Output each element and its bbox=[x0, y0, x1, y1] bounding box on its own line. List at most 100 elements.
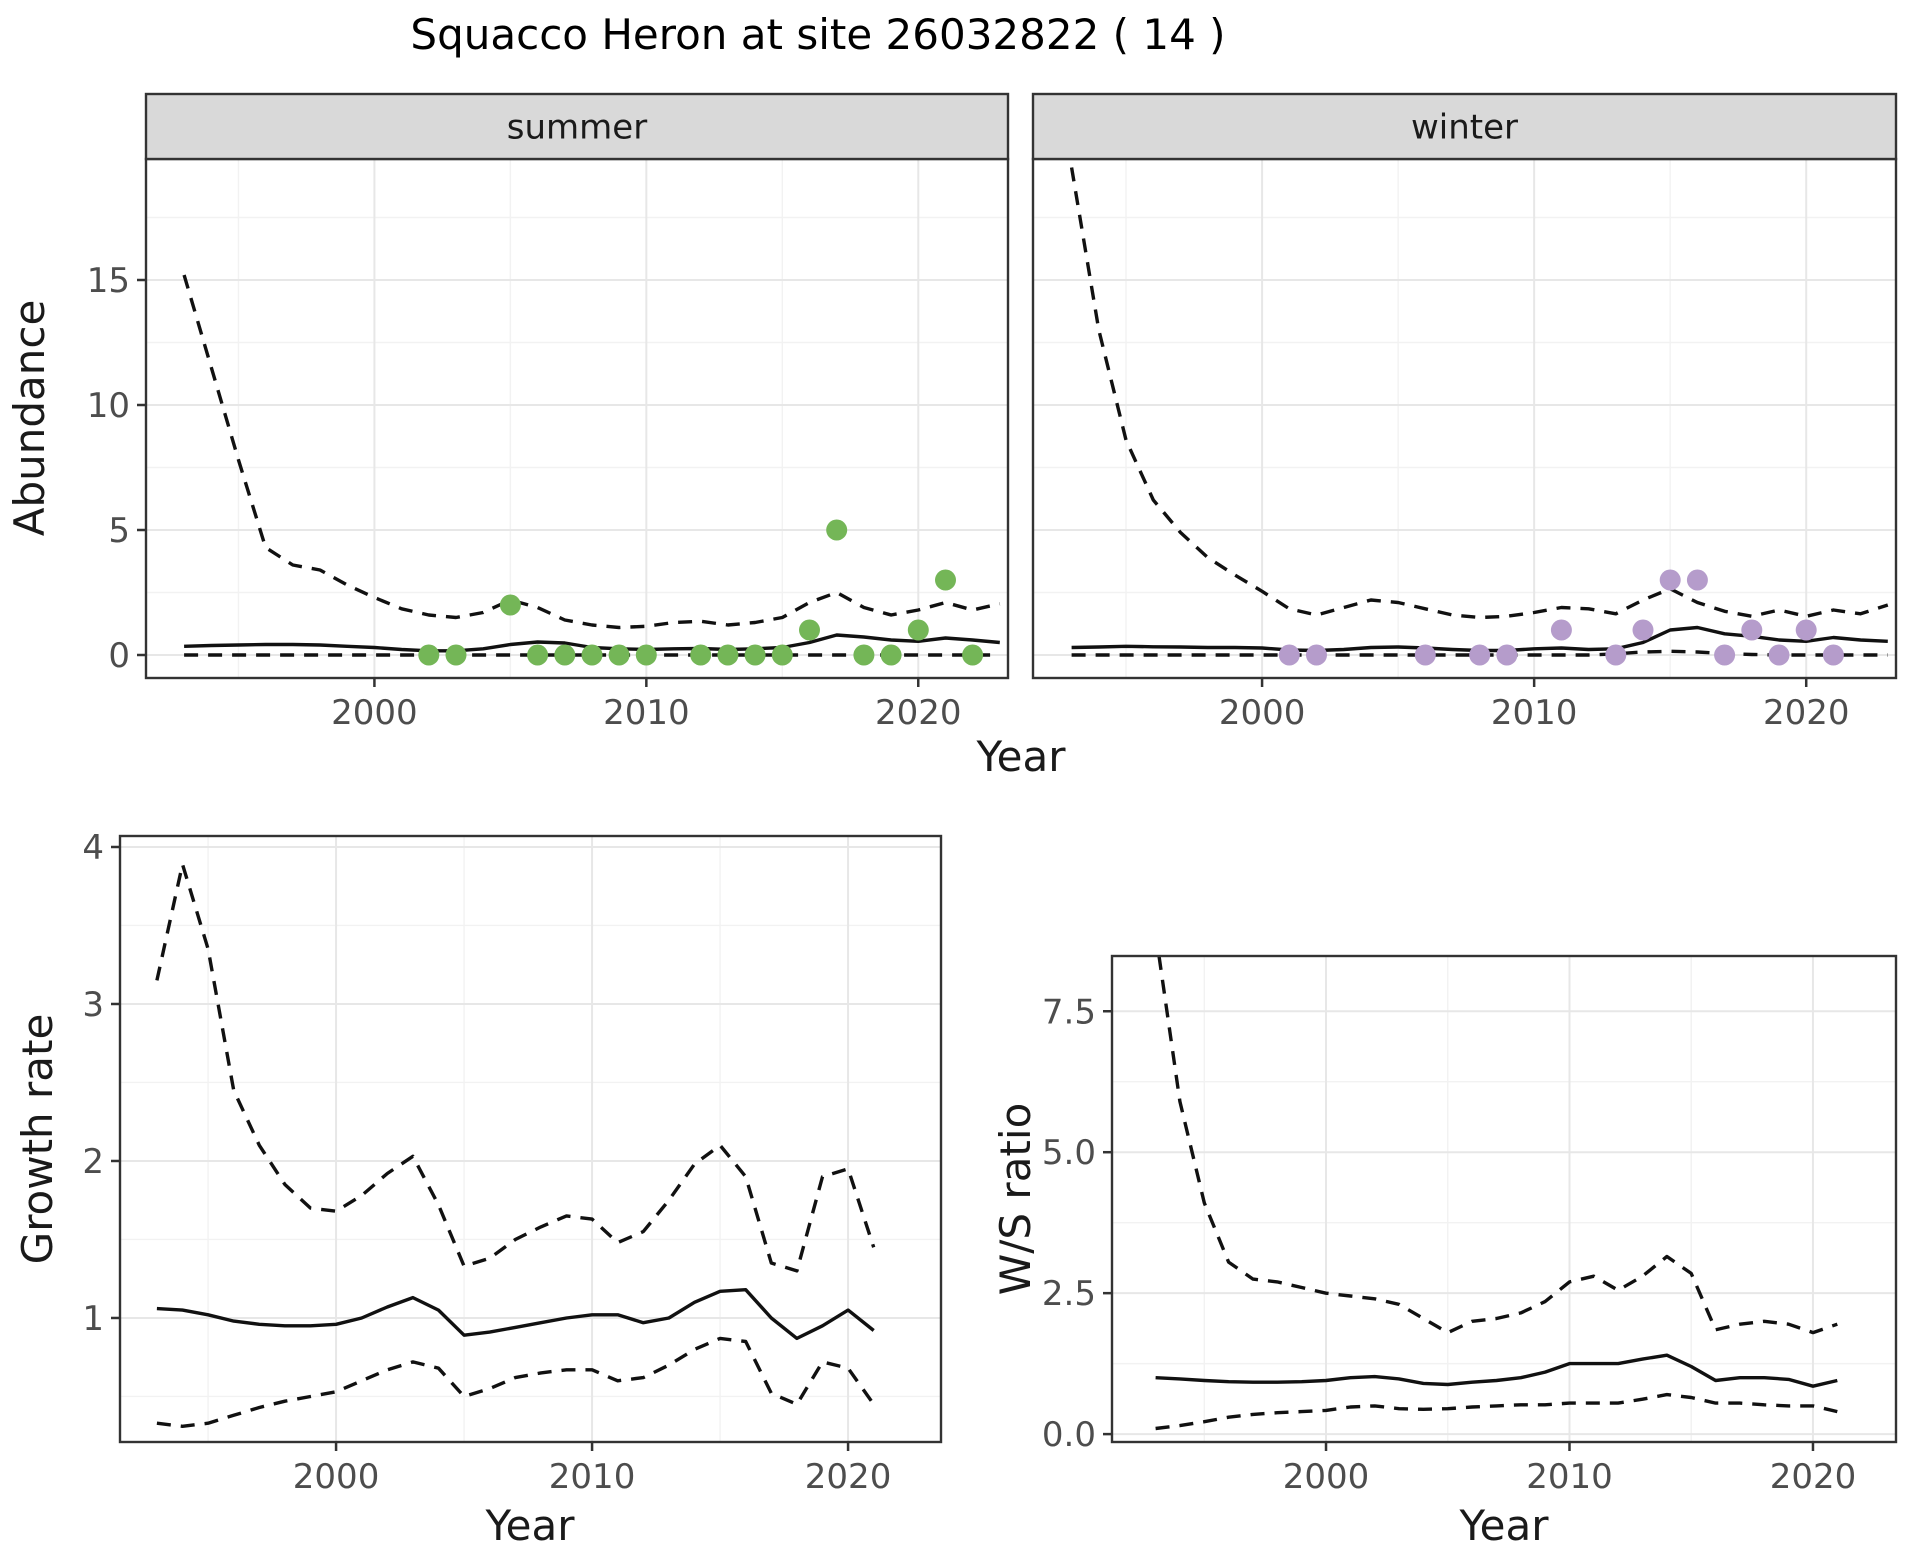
panel-abundance-winter: 2000 2010 2020 winter bbox=[1031, 92, 1898, 733]
panel-border bbox=[1110, 954, 1898, 1444]
observation-point bbox=[1496, 644, 1518, 666]
observation-point bbox=[690, 644, 712, 666]
y-tick-label: 5.0 bbox=[1042, 1133, 1096, 1173]
y-tick-label: 4 bbox=[82, 828, 104, 868]
facet-strip-summer bbox=[144, 92, 1010, 161]
grid-minor bbox=[1033, 159, 1896, 678]
panel-series bbox=[1155, 956, 1838, 1431]
series-lower_95ci bbox=[1155, 1392, 1838, 1431]
series-lower_95ci bbox=[156, 1336, 876, 1428]
observation-point bbox=[1795, 619, 1817, 641]
observation-point bbox=[1469, 644, 1491, 666]
x-tick-label: 2000 bbox=[1219, 693, 1306, 733]
x-tick-label: 2000 bbox=[293, 1457, 380, 1497]
series-estimate bbox=[1155, 1353, 1838, 1388]
observation-point bbox=[744, 644, 766, 666]
panel-series bbox=[182, 274, 1001, 666]
facet-strip-label: winter bbox=[1411, 108, 1518, 148]
grid-minor bbox=[146, 159, 1008, 678]
grid-major bbox=[120, 836, 941, 1442]
y-tick-label: 7.5 bbox=[1042, 992, 1096, 1032]
y-tick-label: 3 bbox=[82, 985, 104, 1025]
observation-point bbox=[935, 569, 956, 591]
observation-point bbox=[499, 594, 521, 616]
x-tick-label: 2000 bbox=[331, 693, 418, 733]
y-axis-title-abundance: Abundance bbox=[5, 300, 54, 537]
panel-abundance-summer: 0 5 10 15 2000 2010 2020 summer bbox=[87, 92, 1010, 733]
observation-point bbox=[1741, 619, 1763, 641]
grid-major bbox=[1112, 956, 1896, 1442]
observation-point bbox=[799, 619, 820, 641]
x-tick-label: 2020 bbox=[1763, 693, 1850, 733]
y-tick-label: 2.5 bbox=[1042, 1274, 1096, 1314]
x-tick-label: 2010 bbox=[1491, 693, 1578, 733]
observation-points bbox=[418, 519, 984, 666]
panel-bg bbox=[1033, 159, 1896, 678]
panel-ws-ratio: 0.0 2.5 5.0 7.5 2000 2010 2020 bbox=[1042, 954, 1898, 1497]
observation-point bbox=[853, 644, 875, 666]
x-tick-label: 2010 bbox=[1526, 1457, 1613, 1497]
grid-minor bbox=[1112, 956, 1896, 1442]
panel-bg bbox=[1112, 956, 1896, 1442]
x-axis-title-year-top: Year bbox=[976, 732, 1067, 781]
grid-minor bbox=[120, 836, 941, 1442]
x-axis-title-year-growth: Year bbox=[485, 1501, 576, 1550]
panel-growth-rate: 1 2 3 4 2000 2010 2020 bbox=[82, 828, 943, 1497]
y-axis-title-growth: Growth rate bbox=[13, 1014, 62, 1265]
panel-bg bbox=[146, 159, 1008, 678]
panel-series bbox=[155, 862, 876, 1428]
y-tick-label: 1 bbox=[82, 1299, 104, 1339]
panel-bg bbox=[120, 836, 941, 1442]
observation-point bbox=[1306, 644, 1327, 666]
y-tick-label: 15 bbox=[87, 261, 130, 301]
panel-series bbox=[1069, 167, 1889, 666]
facet-strip-winter bbox=[1031, 92, 1898, 161]
x-tick-label: 2000 bbox=[1283, 1457, 1370, 1497]
y-tick-label: 0.0 bbox=[1042, 1415, 1096, 1455]
observation-point bbox=[1632, 619, 1654, 641]
observation-point bbox=[445, 644, 467, 666]
observation-point bbox=[771, 644, 793, 666]
observation-point bbox=[1822, 644, 1844, 666]
series-estimate bbox=[156, 1288, 875, 1341]
observation-point bbox=[418, 644, 440, 666]
observation-point bbox=[1686, 569, 1708, 591]
panel-border bbox=[118, 834, 943, 1444]
y-tick-label: 5 bbox=[108, 511, 130, 551]
x-axis-title-year-ws: Year bbox=[1459, 1501, 1550, 1550]
x-tick-label: 2020 bbox=[875, 693, 962, 733]
observation-point bbox=[554, 644, 576, 666]
observation-point bbox=[1714, 644, 1736, 666]
observation-point bbox=[527, 644, 549, 666]
series-upper_95ci bbox=[182, 274, 1001, 630]
y-tick-label: 10 bbox=[87, 386, 130, 426]
observation-points bbox=[1278, 569, 1844, 666]
y-tick-label: 0 bbox=[108, 636, 130, 676]
observation-point bbox=[826, 519, 848, 541]
observation-point bbox=[962, 644, 984, 666]
series-lower_95ci bbox=[1071, 649, 1888, 657]
facet-strip-label: summer bbox=[507, 108, 647, 148]
observation-point bbox=[635, 644, 657, 666]
y-tick-label: 2 bbox=[82, 1142, 104, 1182]
x-tick-label: 2020 bbox=[1770, 1457, 1857, 1497]
observation-point bbox=[907, 619, 929, 641]
observation-point bbox=[1278, 644, 1300, 666]
x-tick-label: 2020 bbox=[805, 1457, 892, 1497]
series-upper_95ci bbox=[155, 862, 876, 1273]
observation-point bbox=[1605, 644, 1627, 666]
observation-point bbox=[581, 644, 603, 666]
x-tick-label: 2010 bbox=[549, 1457, 636, 1497]
observation-point bbox=[717, 644, 739, 666]
observation-point bbox=[1768, 644, 1790, 666]
observation-point bbox=[1550, 619, 1572, 641]
observation-point bbox=[880, 644, 902, 666]
x-tick-label: 2010 bbox=[603, 693, 690, 733]
y-axis-title-ws: W/S ratio bbox=[991, 1103, 1040, 1296]
observation-point bbox=[1659, 569, 1681, 591]
chart-title: Squacco Heron at site 26032822 ( 14 ) bbox=[410, 10, 1226, 59]
series-upper_95ci bbox=[1157, 956, 1838, 1335]
observation-point bbox=[1414, 644, 1436, 666]
